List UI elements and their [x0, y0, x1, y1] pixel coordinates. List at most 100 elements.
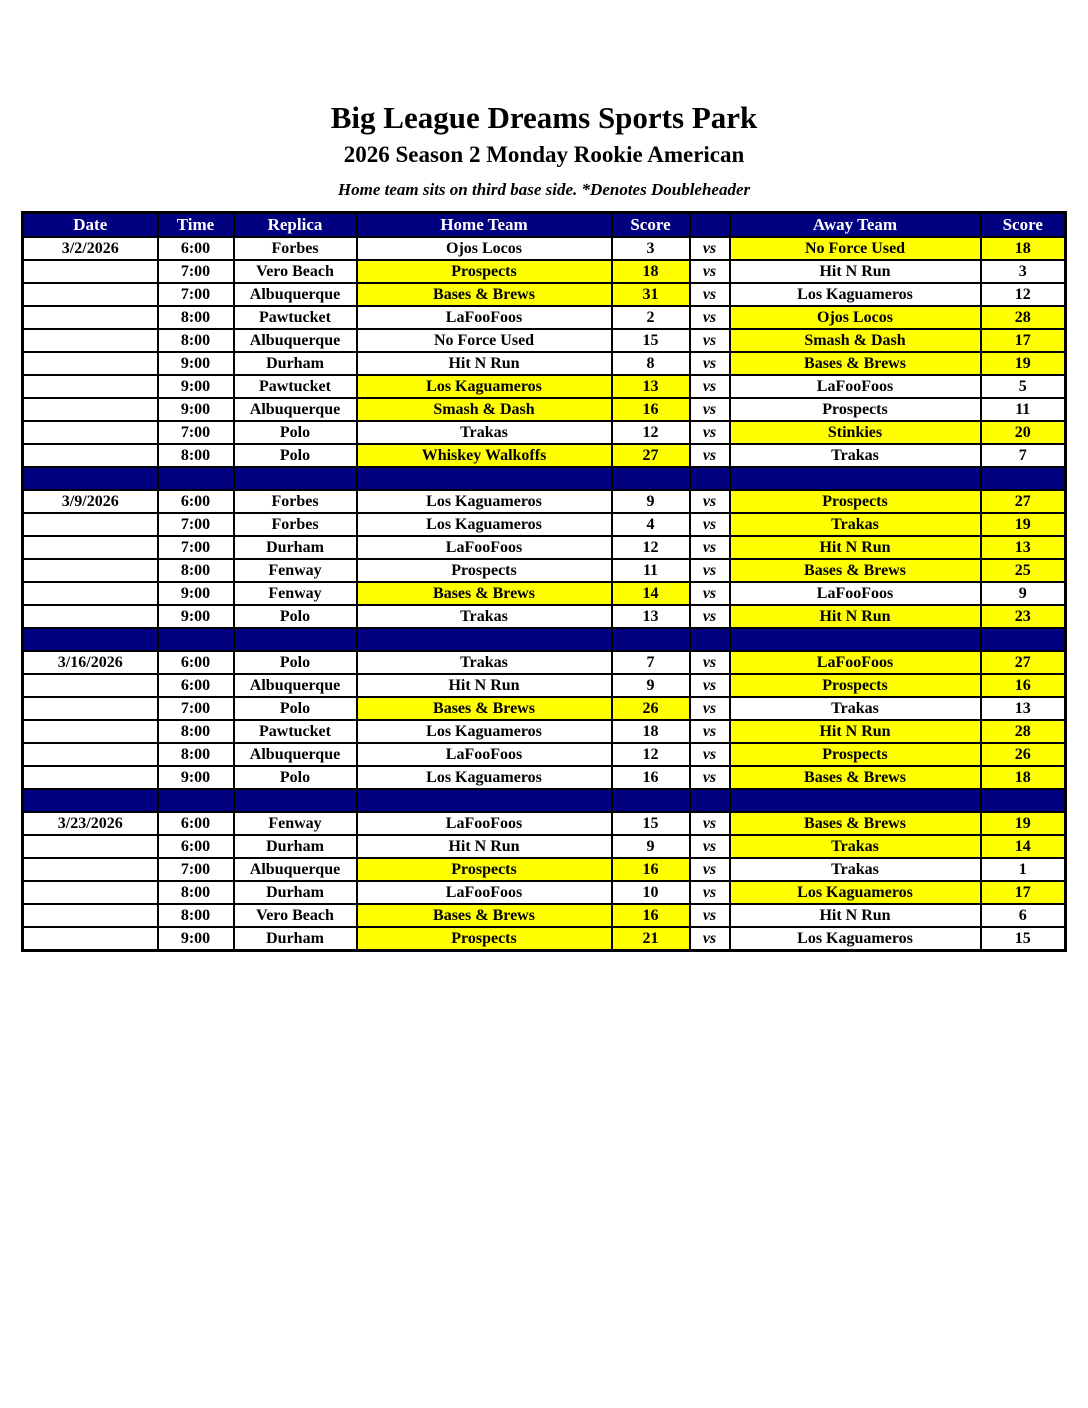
date-cell: [21, 719, 159, 744]
home-team-cell: Hit N Run: [355, 673, 613, 698]
vs-cell: vs: [688, 581, 731, 606]
separator-cell: [232, 788, 358, 813]
time-cell: 6:00: [156, 650, 235, 675]
replica-cell: Durham: [232, 351, 358, 376]
away-team-cell: Los Kaguameros: [728, 926, 982, 952]
home-score-cell: 10: [610, 880, 691, 905]
vs-cell: vs: [688, 397, 731, 422]
replica-cell: Durham: [232, 880, 358, 905]
game-row: 3/23/2026 6:00 Fenway LaFooFoos 15 vs Bases & …: [21, 811, 1067, 836]
vs-cell: vs: [688, 305, 731, 330]
time-cell: 8:00: [156, 903, 235, 928]
game-row: 7:00 Albuquerque Prospects 16 vs Trakas 1: [21, 857, 1067, 882]
replica-cell: Albuquerque: [232, 328, 358, 353]
away-score-cell: 3: [979, 259, 1067, 284]
away-team-cell: Prospects: [728, 742, 982, 767]
home-score-cell: 11: [610, 558, 691, 583]
away-score-cell: 16: [979, 673, 1067, 698]
date-cell: [21, 374, 159, 399]
replica-cell: Fenway: [232, 581, 358, 606]
home-score-cell: 18: [610, 259, 691, 284]
away-score-cell: 19: [979, 811, 1067, 836]
date-cell: 3/23/2026: [21, 811, 159, 836]
away-team-cell: Trakas: [728, 696, 982, 721]
away-score-cell: 23: [979, 604, 1067, 629]
home-team-cell: Smash & Dash: [355, 397, 613, 422]
replica-cell: Albuquerque: [232, 673, 358, 698]
date-separator-row: [21, 627, 1067, 652]
home-team-cell: Los Kaguameros: [355, 374, 613, 399]
separator-cell: [355, 788, 613, 813]
vs-cell: vs: [688, 374, 731, 399]
home-team-cell: LaFooFoos: [355, 880, 613, 905]
replica-cell: Albuquerque: [232, 742, 358, 767]
time-cell: 7:00: [156, 420, 235, 445]
away-score-cell: 19: [979, 512, 1067, 537]
date-cell: [21, 259, 159, 284]
vs-cell: vs: [688, 604, 731, 629]
separator-cell: [688, 627, 731, 652]
replica-cell: Polo: [232, 604, 358, 629]
away-team-cell: Stinkies: [728, 420, 982, 445]
page-note: Home team sits on third base side. *Deno…: [337, 180, 751, 199]
home-score-cell: 16: [610, 903, 691, 928]
game-row: 8:00 Albuquerque LaFooFoos 12 vs Prospects 26: [21, 742, 1067, 767]
separator-cell: [688, 466, 731, 491]
replica-cell: Albuquerque: [232, 282, 358, 307]
home-score-cell: 9: [610, 673, 691, 698]
vs-cell: vs: [688, 420, 731, 445]
home-team-cell: Bases & Brews: [355, 696, 613, 721]
separator-cell: [688, 788, 731, 813]
away-score-cell: 1: [979, 857, 1067, 882]
home-score-cell: 8: [610, 351, 691, 376]
time-cell: 8:00: [156, 719, 235, 744]
game-row: 6:00 Durham Hit N Run 9 vs Trakas 14: [21, 834, 1067, 859]
schedule-table-body: 3/2/2026 6:00 Forbes Ojos Locos 3 vs No Force …: [21, 236, 1067, 952]
away-team-cell: Trakas: [728, 857, 982, 882]
game-row: 9:00 Durham Hit N Run 8 vs Bases & Brews 19: [21, 351, 1067, 376]
header-row: Date Time Replica Home Team Score Away Team Sc…: [21, 211, 1067, 238]
away-team-cell: Ojos Locos: [728, 305, 982, 330]
column-header-away-score: Score: [979, 211, 1067, 238]
game-row: 3/16/2026 6:00 Polo Trakas 7 vs LaFooFoos 27: [21, 650, 1067, 675]
home-score-cell: 31: [610, 282, 691, 307]
replica-cell: Vero Beach: [232, 903, 358, 928]
home-team-cell: No Force Used: [355, 328, 613, 353]
replica-cell: Polo: [232, 650, 358, 675]
replica-cell: Albuquerque: [232, 397, 358, 422]
game-row: 8:00 Vero Beach Bases & Brews 16 vs Hit N Run…: [21, 903, 1067, 928]
vs-cell: vs: [688, 535, 731, 560]
game-row: 9:00 Polo Trakas 13 vs Hit N Run 23: [21, 604, 1067, 629]
home-score-cell: 16: [610, 765, 691, 790]
time-cell: 9:00: [156, 397, 235, 422]
away-team-cell: No Force Used: [728, 236, 982, 261]
home-score-cell: 16: [610, 397, 691, 422]
game-row: 8:00 Pawtucket Los Kaguameros 18 vs Hit N Run…: [21, 719, 1067, 744]
game-row: 6:00 Albuquerque Hit N Run 9 vs Prospects 16: [21, 673, 1067, 698]
vs-cell: vs: [688, 236, 731, 261]
separator-cell: [232, 627, 358, 652]
home-score-cell: 15: [610, 328, 691, 353]
game-row: 9:00 Albuquerque Smash & Dash 16 vs Prospects…: [21, 397, 1067, 422]
separator-cell: [21, 466, 159, 491]
column-header-date: Date: [21, 211, 159, 238]
home-score-cell: 12: [610, 535, 691, 560]
home-score-cell: 26: [610, 696, 691, 721]
home-score-cell: 16: [610, 857, 691, 882]
away-team-cell: Bases & Brews: [728, 558, 982, 583]
column-header-replica: Replica: [232, 211, 358, 238]
time-cell: 8:00: [156, 558, 235, 583]
vs-cell: vs: [688, 857, 731, 882]
away-score-cell: 15: [979, 926, 1067, 952]
away-team-cell: Hit N Run: [728, 259, 982, 284]
separator-cell: [610, 466, 691, 491]
home-score-cell: 2: [610, 305, 691, 330]
vs-cell: vs: [688, 765, 731, 790]
time-cell: 9:00: [156, 926, 235, 952]
time-cell: 6:00: [156, 834, 235, 859]
date-cell: [21, 397, 159, 422]
home-team-cell: Trakas: [355, 604, 613, 629]
date-cell: [21, 535, 159, 560]
vs-cell: vs: [688, 489, 731, 514]
